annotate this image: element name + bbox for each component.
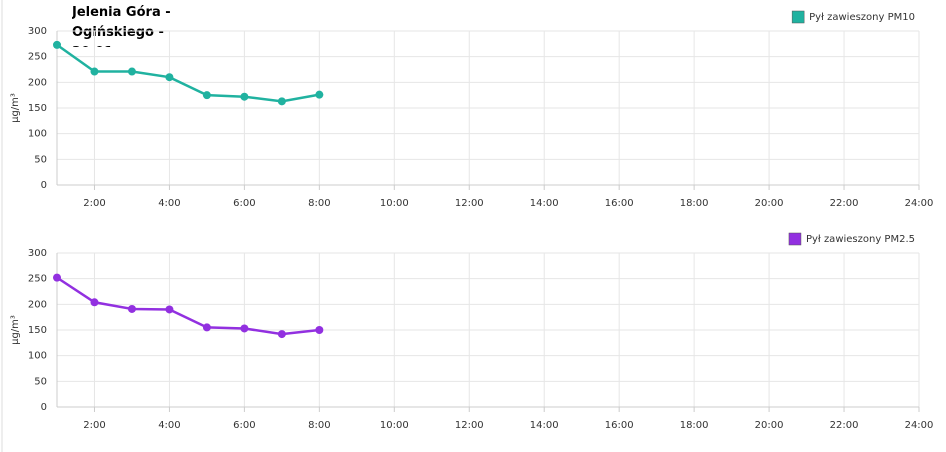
point xyxy=(127,67,136,76)
x-tick-label: 8:00 xyxy=(308,420,330,431)
x-tick-label: 16:00 xyxy=(605,420,634,431)
legend-label: Pył zawieszony PM2.5 xyxy=(806,234,915,245)
x-tick-label: 22:00 xyxy=(830,198,859,209)
point xyxy=(240,324,249,333)
x-tick-label: 22:00 xyxy=(830,420,859,431)
y-tick-label: 50 xyxy=(34,154,47,165)
point xyxy=(202,323,211,332)
point xyxy=(277,330,286,339)
x-tick-label: 6:00 xyxy=(233,420,255,431)
legend-label: Pył zawieszony PM10 xyxy=(809,12,915,23)
x-tick-label: 24:00 xyxy=(905,198,934,209)
x-tick-label: 16:00 xyxy=(605,198,634,209)
point xyxy=(53,40,61,49)
y-tick-label: 100 xyxy=(28,351,47,362)
point xyxy=(53,273,61,282)
legend-swatch xyxy=(791,10,805,24)
x-tick-label: 2:00 xyxy=(83,420,105,431)
point xyxy=(127,304,136,313)
y-tick-label: 200 xyxy=(28,77,47,88)
point xyxy=(240,92,249,101)
x-tick-label: 14:00 xyxy=(530,420,559,431)
x-tick-label: 10:00 xyxy=(380,420,409,431)
chart-title: Jelenia Góra - Ogińskiego - 20.01 xyxy=(72,5,171,47)
y-axis-label: µg/m³ xyxy=(10,93,21,123)
y-tick-label: 250 xyxy=(28,274,47,285)
line xyxy=(56,43,320,103)
y-tick-label: 200 xyxy=(28,299,47,310)
legend-swatch xyxy=(788,232,802,246)
line xyxy=(56,276,320,336)
x-tick-label: 4:00 xyxy=(158,198,180,209)
y-tick-label: 250 xyxy=(28,52,47,63)
point xyxy=(202,91,211,100)
point xyxy=(315,90,324,99)
y-tick-label: 0 xyxy=(41,180,47,191)
point xyxy=(315,326,324,334)
x-tick-label: 18:00 xyxy=(680,198,709,209)
x-tick-label: 10:00 xyxy=(380,198,409,209)
y-tick-label: 150 xyxy=(28,325,47,336)
point xyxy=(90,298,99,307)
y-tick-label: 100 xyxy=(28,129,47,140)
x-tick-label: 8:00 xyxy=(308,198,330,209)
title-box: Jelenia Góra - Ogińskiego - 20.01 xyxy=(72,5,171,47)
x-tick-label: 20:00 xyxy=(755,420,784,431)
y-tick-label: 150 xyxy=(28,103,47,114)
x-tick-label: 24:00 xyxy=(905,420,934,431)
x-tick-label: 20:00 xyxy=(755,198,784,209)
x-tick-label: 4:00 xyxy=(158,420,180,431)
x-tick-label: 12:00 xyxy=(455,198,484,209)
y-tick-label: 300 xyxy=(28,248,47,259)
x-tick-label: 2:00 xyxy=(83,198,105,209)
y-tick-label: 300 xyxy=(28,26,47,37)
point xyxy=(277,97,286,106)
y-axis-label: µg/m³ xyxy=(10,315,21,345)
x-tick-label: 6:00 xyxy=(233,198,255,209)
y-tick-label: 0 xyxy=(41,402,47,413)
point xyxy=(165,73,174,82)
x-tick-label: 14:00 xyxy=(530,198,559,209)
x-tick-label: 18:00 xyxy=(680,420,709,431)
point xyxy=(90,67,99,76)
point xyxy=(165,305,174,314)
x-tick-label: 12:00 xyxy=(455,420,484,431)
y-tick-label: 50 xyxy=(34,376,47,387)
